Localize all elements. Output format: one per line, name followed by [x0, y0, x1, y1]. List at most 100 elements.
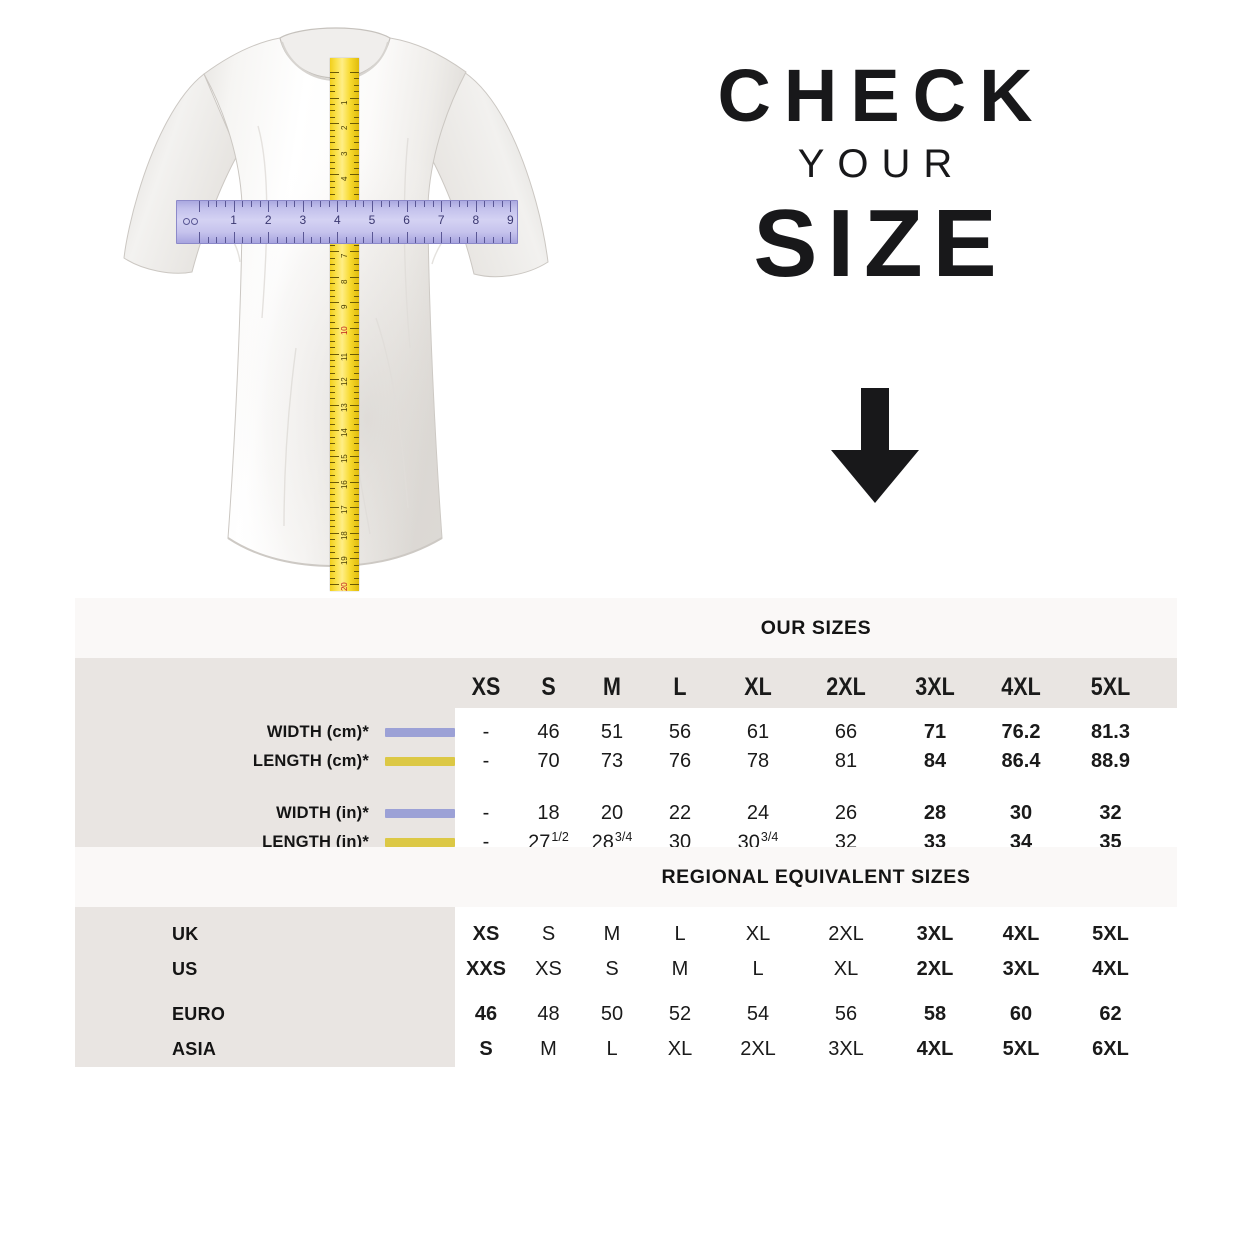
size-column-header: L [673, 673, 687, 701]
tape-tick [350, 353, 359, 355]
headline-line-your: YOUR [797, 141, 966, 186]
measurement-cell: 24 [746, 802, 770, 824]
regional-cell: L [674, 923, 686, 945]
label-width-in: WIDTH (in)* [276, 804, 369, 822]
regional-cell: 50 [600, 1003, 624, 1025]
tape-tick [350, 481, 359, 483]
ruler-tick [346, 237, 348, 243]
regional-cell: M [603, 923, 621, 945]
headline-line-size: SIZE [753, 189, 1007, 297]
tape-tick [330, 443, 335, 445]
ruler-tick [199, 232, 200, 243]
tape-tick [354, 315, 359, 317]
ruler-tick [432, 201, 434, 207]
measurement-cell: - [482, 831, 490, 853]
ruler-tick [233, 232, 235, 243]
ruler-tick [484, 201, 486, 207]
regional-cell: S [541, 923, 556, 945]
tape-tick [330, 251, 339, 253]
tape-tick [330, 155, 335, 157]
ruler-tick [458, 201, 460, 207]
tape-tick [330, 424, 335, 425]
regional-cell: XL [745, 923, 771, 945]
tape-tick [330, 123, 339, 125]
tape-tick [350, 174, 359, 176]
tape-tick [330, 552, 335, 553]
tape-tick [330, 72, 339, 73]
tape-tick [354, 360, 359, 361]
tape-tick [354, 142, 359, 144]
tape-tick [330, 475, 335, 477]
ruler-tick [224, 201, 226, 207]
measurement-values: - 46 51 56 61 66 71 76.2 81.3 - 70 73 76 78 81 84 86.4 88… [455, 708, 1177, 854]
row-label-length-in: LENGTH (in)* [75, 828, 455, 857]
tape-tick [350, 379, 359, 381]
regional-cell: 2XL [828, 923, 864, 945]
ruler-tick [475, 201, 477, 212]
ruler-tick [389, 201, 391, 207]
ruler-tick [441, 232, 443, 243]
tape-number: 14 [340, 428, 349, 438]
regional-cell: 3XL [828, 1038, 864, 1060]
ruler-tick [328, 237, 330, 243]
tape-tick [330, 180, 335, 182]
ruler-tick [268, 232, 270, 243]
tape-tick [354, 244, 359, 246]
tape-tick [330, 398, 335, 400]
regional-label-text: ASIA [172, 1039, 217, 1059]
ruler-number: 1 [230, 213, 237, 227]
measurements-block: WIDTH (cm)* LENGTH (cm)* WIDTH (in)* LEN… [75, 708, 1177, 854]
ruler-tick [467, 201, 469, 207]
arrow-down-icon [630, 388, 1120, 511]
tape-tick [330, 334, 335, 336]
tape-tick [330, 571, 335, 573]
regional-title-band: REGIONAL EQUIVALENT SIZES [75, 847, 1177, 907]
ruler-tick [372, 232, 373, 243]
regional-labels: UK US EURO ASIA [75, 907, 455, 1067]
ruler-tick [207, 237, 209, 243]
regional-cell: S [605, 958, 619, 980]
tape-tick [350, 507, 359, 509]
tape-tick [330, 116, 335, 118]
regional-cell: 60 [1009, 1003, 1033, 1025]
tape-number: 20 [340, 582, 349, 592]
tape-tick [354, 321, 359, 323]
tape-number: 18 [340, 531, 349, 540]
ruler-tick [449, 201, 451, 207]
ruler-tick [294, 201, 296, 207]
tape-tick [354, 436, 359, 438]
regional-cell: XL [667, 1038, 693, 1060]
ruler-tick [510, 201, 512, 212]
tape-tick [354, 398, 359, 400]
tape-tick [330, 577, 335, 579]
tape-tick [354, 545, 359, 547]
ruler-tick [285, 237, 287, 243]
ruler-number: 4 [334, 213, 341, 227]
tape-tick [354, 372, 359, 374]
size-column-header: 5XL [1090, 673, 1131, 701]
tape-tick [330, 411, 335, 413]
tape-tick [330, 545, 335, 547]
ruler-tick [415, 201, 417, 207]
swatch-length-in [385, 838, 455, 847]
swatch-width-cm [385, 728, 455, 737]
tape-tick [330, 558, 339, 560]
ruler-tick [207, 201, 209, 207]
ruler-tick [363, 237, 365, 243]
tape-tick [330, 315, 335, 317]
tape-tick [354, 488, 359, 489]
ruler-tick [320, 237, 322, 243]
tape-tick [330, 161, 335, 163]
tape-tick [354, 168, 359, 169]
measurement-cell: - [482, 802, 490, 824]
tape-tick [354, 334, 359, 336]
ruler-tick [423, 237, 425, 243]
measurement-cell: 70 [537, 750, 560, 772]
tape-number: 3 [340, 151, 349, 156]
tape-tick [330, 347, 335, 349]
tape-tick [330, 340, 335, 342]
tape-tick [350, 97, 359, 99]
measurement-cell: 51 [600, 721, 624, 743]
tape-tick [350, 430, 359, 432]
headline-line-check: CHECK [717, 54, 1046, 137]
